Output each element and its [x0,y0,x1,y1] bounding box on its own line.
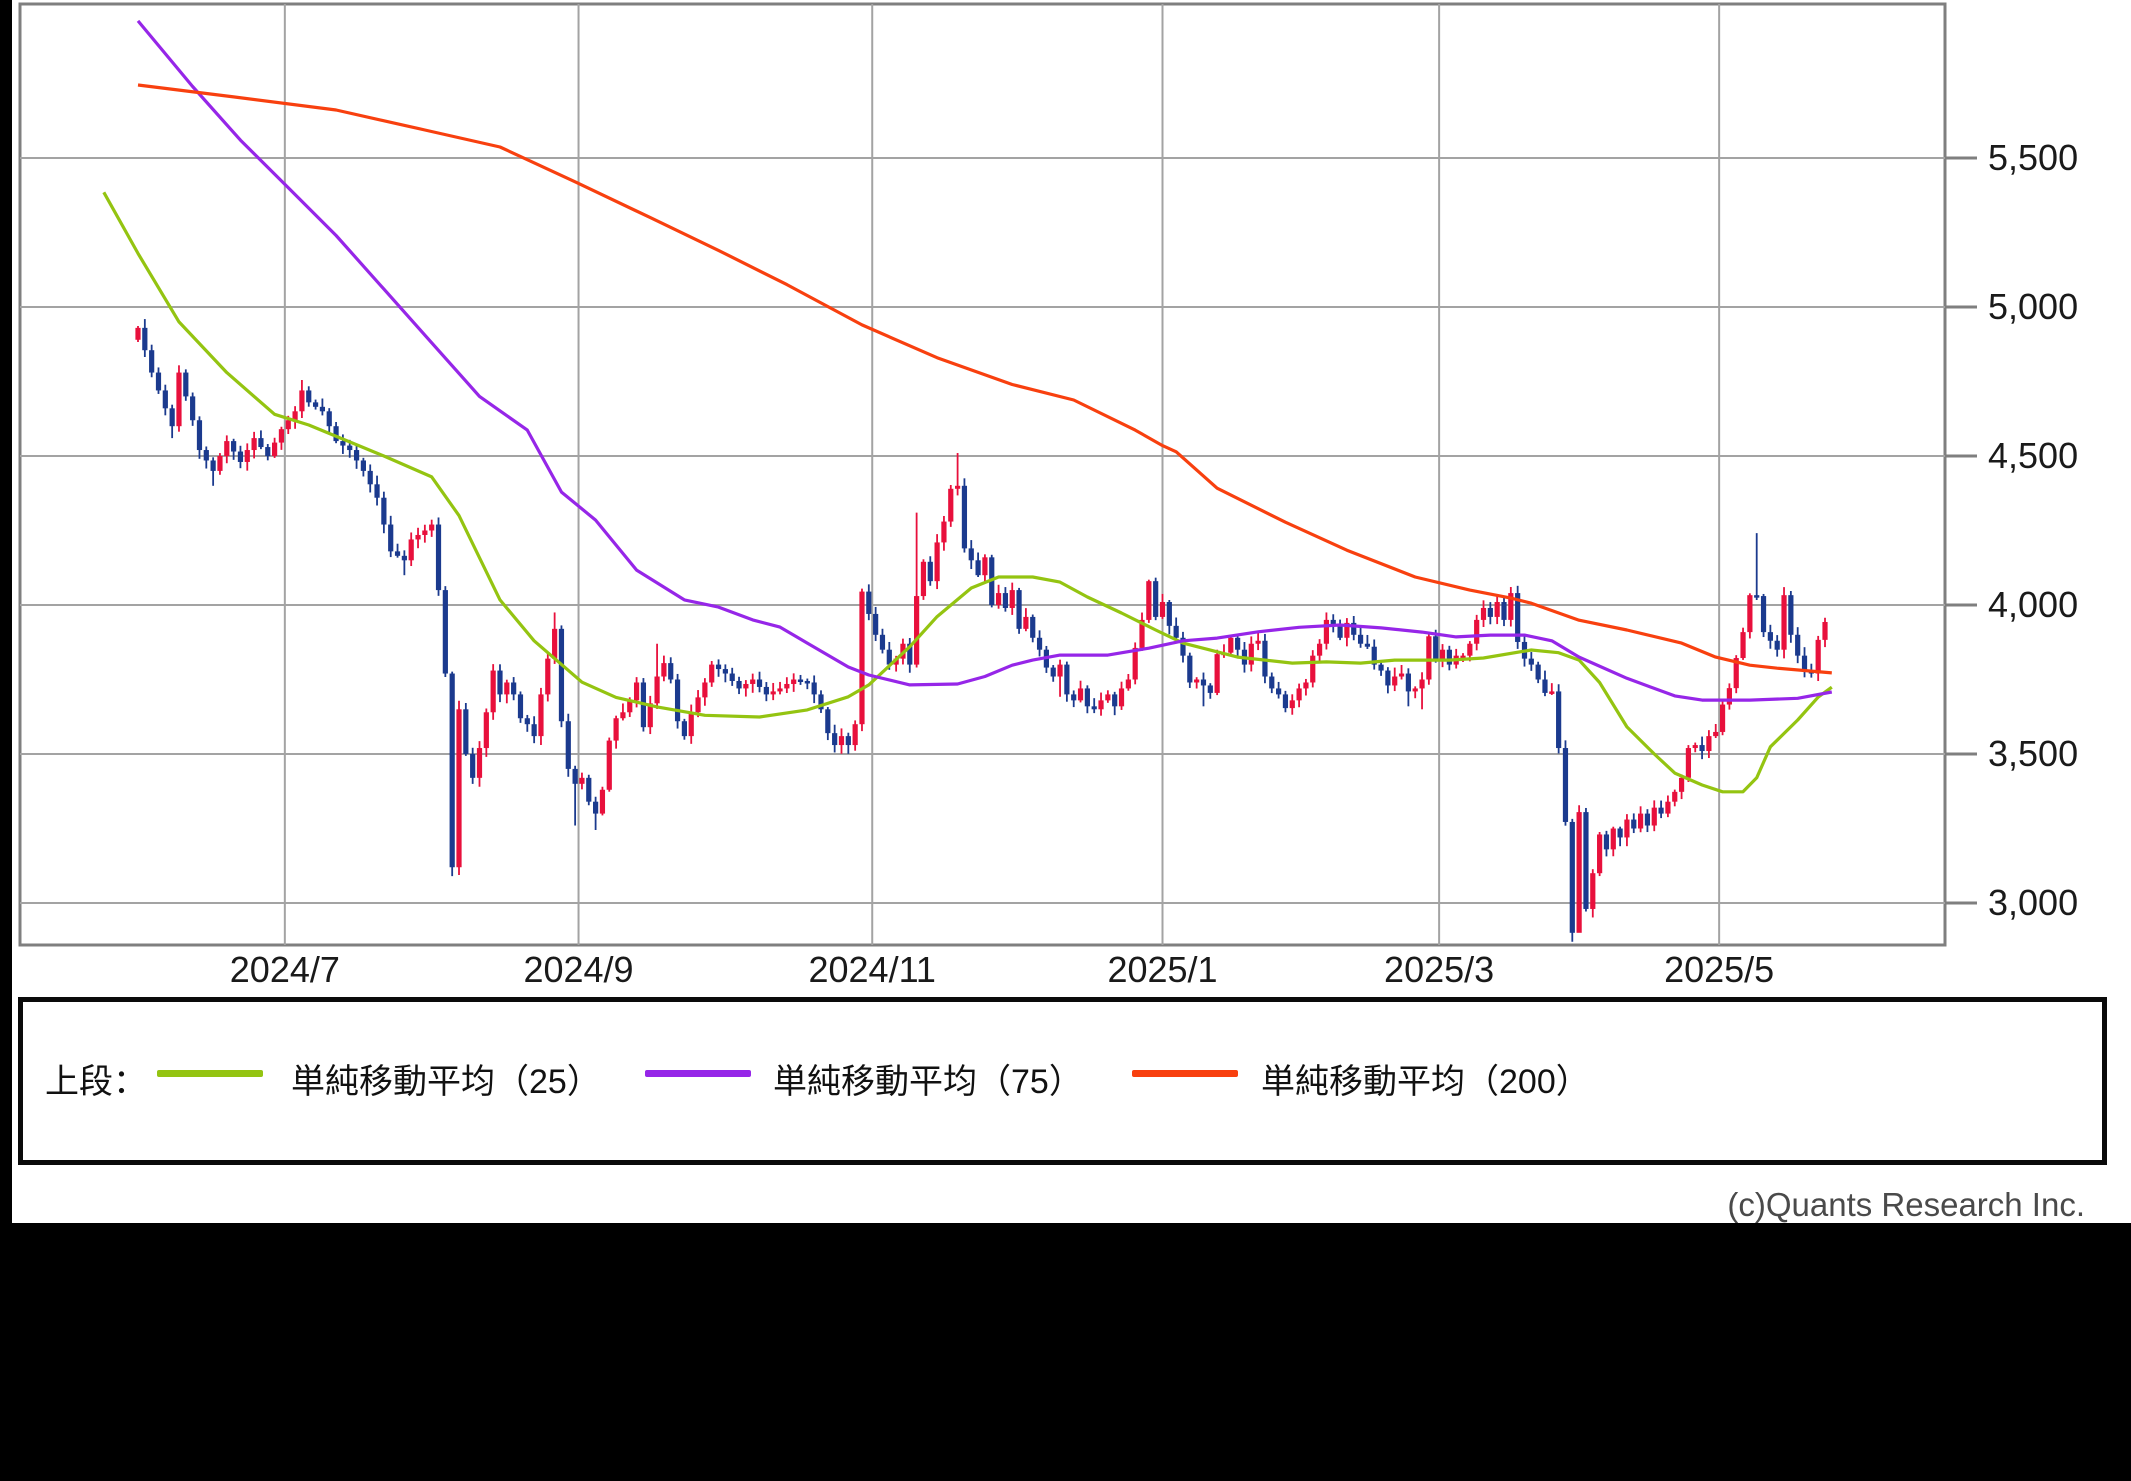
x-tick-label: 2024/9 [523,949,633,990]
legend-row: 上段： 単純移動平均（25） 単純移動平均（75） 単純移動平均（200） [23,1054,2102,1101]
y-tick-label: 4,000 [1988,584,2078,625]
y-tick-label: 5,000 [1988,286,2078,327]
x-tick-label: 2024/11 [808,949,935,990]
ma-line-sma75 [136,19,1833,702]
x-tick-label: 2024/7 [230,949,340,990]
y-axis: 5,500 5,000 4,500 4,000 3,500 3,000 [1945,137,2078,923]
gridlines [20,4,1945,945]
sma25-line-swatch-icon [157,1070,263,1077]
x-tick-label: 2025/5 [1664,949,1774,990]
legend-label-sma25: 単純移動平均（25） [291,1063,601,1101]
y-tick-label: 5,500 [1988,137,2078,178]
y-tick-label: 4,500 [1988,435,2078,476]
x-axis: 2024/7 2024/9 2024/11 2025/1 2025/3 2025/5 [230,949,1774,990]
ma-line-sma200 [137,83,1832,675]
x-tick-label: 2025/3 [1384,949,1494,990]
copyright-text: (c)Quants Research Inc. [1727,1186,2085,1223]
plot-area [18,2,1947,947]
left-black-strip [0,0,12,1223]
sma75-line-swatch-icon [645,1070,751,1077]
legend: 上段： 単純移動平均（25） 単純移動平均（75） 単純移動平均（200） [18,997,2107,1165]
sma200-line-swatch-icon [1132,1070,1238,1077]
ma-line-sma25 [102,191,1833,794]
legend-label-sma200: 単純移動平均（200） [1261,1063,1590,1101]
x-tick-label: 2025/1 [1107,949,1217,990]
y-tick-label: 3,000 [1988,882,2078,923]
bottom-black-bar [0,1223,2131,1481]
legend-label-sma75: 単純移動平均（75） [773,1063,1083,1101]
y-tick-label: 3,500 [1988,733,2078,774]
legend-prefix-label: 上段： [45,1063,147,1101]
